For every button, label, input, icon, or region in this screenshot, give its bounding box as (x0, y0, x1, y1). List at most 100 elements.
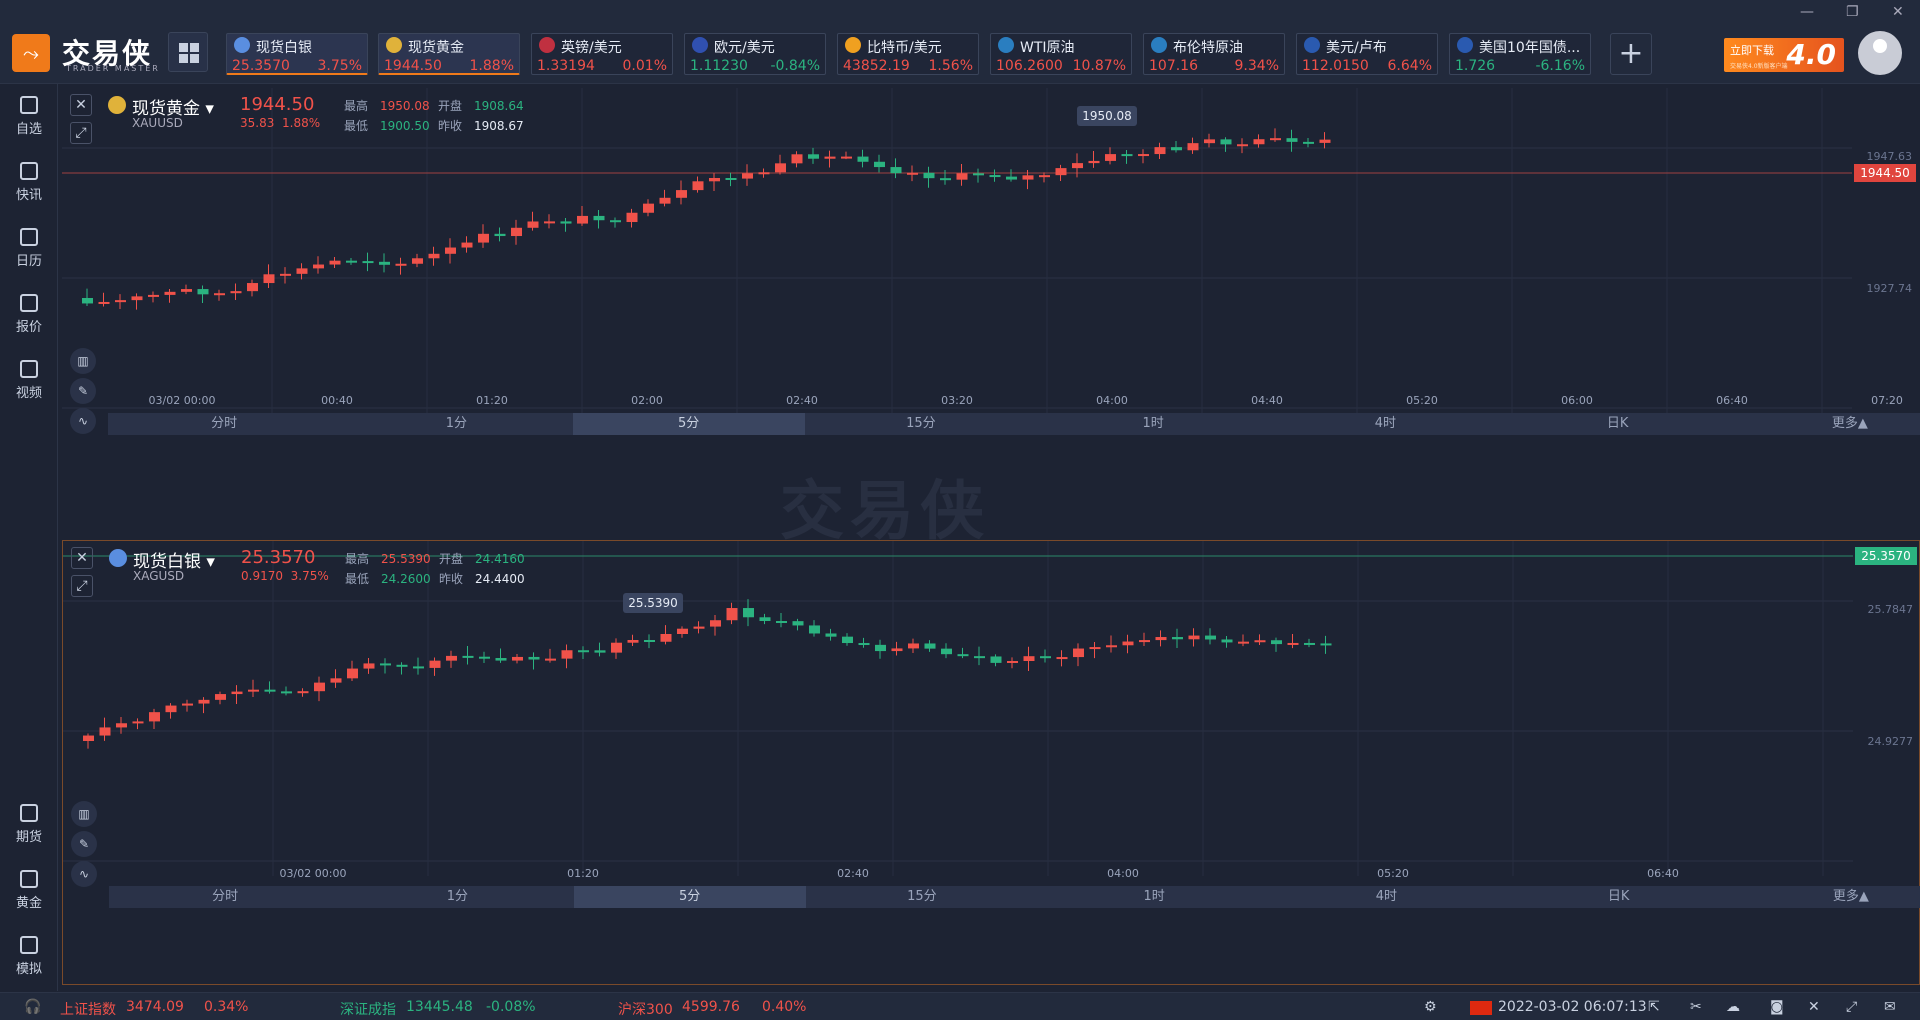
ticker-0[interactable]: 现货白银 25.3570 3.75% (226, 33, 368, 75)
grid-menu-button[interactable] (168, 32, 208, 72)
restore-button[interactable]: ❐ (1846, 4, 1859, 20)
gold-chart-panel[interactable]: 1950.08 1947.63 1927.74 1944.50 03/02 00:00 0… (62, 88, 1920, 533)
cloud-icon[interactable]: ☁ (1726, 999, 1740, 1015)
candle-body (791, 154, 803, 164)
tab-timeframe-2[interactable]: 5分 (573, 886, 806, 908)
sidebar-item-label: 快讯 (15, 188, 42, 203)
expand-icon[interactable]: ⤢ (70, 122, 92, 144)
candle-body (1122, 641, 1134, 646)
indicator-icon[interactable]: ▥ (70, 348, 96, 374)
tab-timeframe-6[interactable]: 日K (1606, 416, 1629, 431)
candle-body (1105, 154, 1116, 161)
sidebar-bottom-0[interactable]: 期货 (0, 804, 58, 845)
bar-chart-icon (1304, 37, 1320, 53)
camera-icon[interactable]: ◙ (1770, 999, 1784, 1015)
x-axis-label: 04:00 (1096, 394, 1128, 407)
sidebar-bottom-2[interactable]: 模拟 (0, 936, 58, 977)
draw-pen-icon[interactable]: ✎ (71, 831, 97, 857)
tab-timeframe-3[interactable]: 15分 (906, 416, 936, 431)
indicator-icon[interactable]: ▥ (71, 801, 97, 827)
sidebar-item-0[interactable]: 自选 (0, 96, 58, 137)
ticker-4[interactable]: 比特币/美元 43852.19 1.56% (837, 33, 979, 75)
sidebar-item-2[interactable]: 日历 (0, 228, 58, 269)
video-icon (20, 360, 38, 378)
candle-body (512, 656, 523, 661)
pin-icon[interactable]: ⇱ (1648, 999, 1660, 1015)
candle-body (296, 268, 308, 274)
tab-timeframe-5[interactable]: 4时 (1375, 889, 1398, 904)
mute-icon[interactable]: ✕ (1808, 999, 1820, 1015)
chevron-down-icon[interactable]: ▾ (206, 552, 215, 572)
candle-body (330, 678, 342, 683)
close-chart-icon[interactable]: ✕ (70, 94, 92, 116)
ticker-name: WTI原油 (1020, 40, 1075, 56)
y-axis-label: 24.9277 (1868, 735, 1914, 748)
add-ticker-button[interactable]: + (1610, 33, 1652, 75)
line-chart-icon[interactable]: ∿ (70, 408, 96, 434)
tab-timeframe-0[interactable]: 分时 (211, 416, 238, 431)
candle-body (1056, 657, 1068, 660)
candlestick-chart[interactable]: 25.5390 25.7847 24.9277 25.3570 03/02 00:00 0… (63, 541, 1920, 986)
message-icon[interactable]: ✉ (1884, 999, 1896, 1015)
change-pct: 3.75% (290, 569, 329, 583)
candle-body (429, 660, 441, 668)
sidebar-item-label: 模拟 (15, 962, 42, 977)
tab-timeframe-7[interactable]: 更多▲ (1831, 416, 1868, 431)
close-window-button[interactable]: ✕ (1892, 4, 1904, 20)
line-chart-icon[interactable]: ∿ (71, 861, 97, 887)
symbol-selector[interactable]: 现货黄金 ▾ (108, 94, 248, 119)
candlestick-chart[interactable]: 1950.08 1947.63 1927.74 1944.50 03/02 00:00 0… (62, 88, 1920, 533)
ticker-3[interactable]: 欧元/美元 1.11230 -0.84% (684, 33, 826, 75)
candle-body (989, 175, 1001, 178)
ticker-price: 25.3570 (232, 58, 290, 74)
tab-timeframe-4[interactable]: 1时 (1143, 889, 1165, 904)
ticker-2[interactable]: 英镑/美元 1.33194 0.01% (531, 33, 673, 75)
draw-pen-icon[interactable]: ✎ (70, 378, 96, 404)
candle-body (857, 156, 869, 162)
sidebar-item-1[interactable]: 快讯 (0, 162, 58, 203)
candle-body (314, 682, 325, 692)
minimize-button[interactable]: — (1800, 4, 1814, 20)
headset-icon[interactable]: 🎧 (24, 999, 42, 1015)
candle-body (973, 173, 984, 176)
tab-timeframe-2[interactable]: 5分 (572, 413, 805, 435)
sidebar-item-3[interactable]: 报价 (0, 294, 58, 335)
candle-body (1088, 160, 1100, 164)
ticker-7[interactable]: 美元/卢布 112.0150 6.64% (1296, 33, 1438, 75)
tab-timeframe-5[interactable]: 4时 (1374, 416, 1397, 431)
sidebar-bottom-1[interactable]: 黄金 (0, 870, 58, 911)
tab-timeframe-4[interactable]: 1时 (1142, 416, 1164, 431)
candle-body (247, 283, 258, 292)
tab-timeframe-6[interactable]: 日K (1607, 889, 1630, 904)
sidebar-item-label: 报价 (15, 320, 42, 335)
settings-icon[interactable]: ✂ (1690, 999, 1702, 1015)
candle-body (165, 705, 177, 713)
symbol-name: 现货黄金 (132, 99, 200, 119)
tab-timeframe-0[interactable]: 分时 (212, 889, 239, 904)
ticker-8[interactable]: 美国10年国债... 1.726 -6.16% (1449, 33, 1591, 75)
silver-chart-panel[interactable]: 25.5390 25.7847 24.9277 25.3570 03/02 00:00 0… (62, 540, 1920, 985)
ticker-6[interactable]: 布伦特原油 107.16 9.34% (1143, 33, 1285, 75)
tab-timeframe-3[interactable]: 15分 (907, 889, 937, 904)
ticker-change: 1.88% (469, 58, 514, 74)
ticker-5[interactable]: WTI原油 106.2600 10.87% (990, 33, 1132, 75)
tab-timeframe-1[interactable]: 1分 (446, 889, 469, 904)
chevron-down-icon[interactable]: ▾ (205, 99, 214, 119)
fullscreen-icon[interactable]: ⤢ (1846, 999, 1858, 1015)
sz-index-name[interactable]: 深证成指 (340, 1002, 396, 1018)
expand-icon[interactable]: ⤢ (71, 575, 93, 597)
hs300-name[interactable]: 沪深300 (618, 1002, 673, 1018)
sh-index-name[interactable]: 上证指数 (60, 1002, 116, 1018)
china-flag-icon (1470, 1001, 1492, 1015)
ticker-1[interactable]: 现货黄金 1944.50 1.88% (378, 33, 520, 75)
avatar[interactable] (1858, 31, 1902, 75)
tools-icon[interactable]: ⚙ (1424, 999, 1437, 1015)
sidebar-item-4[interactable]: 视频 (0, 360, 58, 401)
promo-banner[interactable]: 立即下载 交易侠4.0新版客户端 4.0 (1724, 38, 1844, 72)
promo-small: 交易侠4.0新版客户端 (1730, 63, 1788, 70)
candle-body (545, 658, 556, 661)
symbol-selector[interactable]: 现货白银 ▾ (109, 547, 249, 572)
tab-timeframe-7[interactable]: 更多▲ (1832, 889, 1869, 904)
tab-timeframe-1[interactable]: 1分 (445, 416, 468, 431)
close-chart-icon[interactable]: ✕ (71, 547, 93, 569)
